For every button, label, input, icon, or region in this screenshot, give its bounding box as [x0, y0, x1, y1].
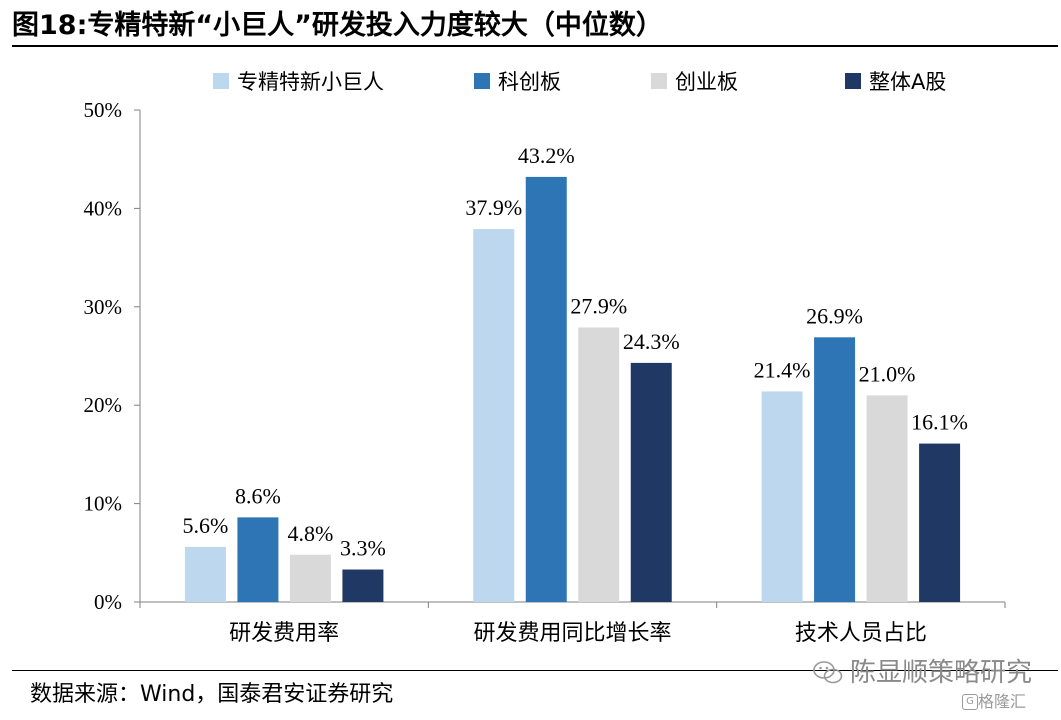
bar[interactable]	[473, 229, 515, 602]
brand-logo-icon: G	[962, 694, 978, 710]
x-category-label: 研发费用同比增长率	[473, 621, 671, 646]
y-tick-label: 50%	[84, 98, 123, 122]
legend-label[interactable]: 整体A股	[869, 70, 946, 94]
legend-swatch[interactable]	[474, 73, 490, 89]
bar[interactable]	[814, 337, 856, 602]
data-label: 37.9%	[465, 195, 522, 220]
bar[interactable]	[237, 517, 279, 602]
y-tick-label: 20%	[84, 393, 123, 417]
bar[interactable]	[525, 176, 567, 603]
data-label: 16.1%	[911, 410, 968, 435]
data-label: 21.0%	[859, 361, 916, 386]
data-label: 27.9%	[570, 293, 627, 318]
data-label: 26.9%	[806, 303, 863, 328]
bar[interactable]	[866, 395, 908, 602]
wechat-icon	[813, 661, 843, 684]
legend-label[interactable]: 科创板	[498, 70, 561, 94]
bar[interactable]	[184, 546, 226, 602]
data-label: 43.2%	[518, 143, 575, 168]
data-label: 3.3%	[340, 536, 386, 561]
x-category-label: 技术人员占比	[795, 621, 927, 646]
bar[interactable]	[578, 327, 620, 602]
bar[interactable]	[761, 391, 803, 602]
watermark: 陈显顺策略研究 G 格隆汇	[812, 655, 1052, 719]
figure-title: 图18:专精特新“小巨人”研发投入力度较大（中位数）	[12, 10, 663, 41]
legend-swatch[interactable]	[651, 73, 667, 89]
y-tick-label: 0%	[94, 590, 122, 614]
data-label: 5.6%	[183, 513, 229, 538]
data-label: 8.6%	[235, 483, 281, 508]
y-tick-label: 30%	[84, 295, 123, 319]
data-label: 4.8%	[288, 521, 334, 546]
legend-label[interactable]: 专精特新小巨人	[237, 70, 384, 94]
title-rule	[12, 45, 1058, 47]
data-label: 21.4%	[754, 357, 811, 382]
bar[interactable]	[342, 569, 384, 602]
bar[interactable]	[919, 443, 961, 602]
data-label: 24.3%	[623, 329, 680, 354]
source-note: 数据来源：Wind，国泰君安证券研究	[30, 682, 394, 707]
bar[interactable]	[630, 362, 672, 602]
legend-swatch[interactable]	[845, 73, 861, 89]
legend-label[interactable]: 创业板	[675, 70, 738, 94]
x-category-label: 研发费用率	[229, 621, 339, 646]
bar[interactable]	[289, 554, 331, 602]
footer-rule	[12, 670, 1058, 671]
y-tick-label: 10%	[84, 492, 123, 516]
y-tick-label: 40%	[84, 196, 123, 220]
legend-swatch[interactable]	[213, 73, 229, 89]
watermark-brand: 格隆汇	[978, 692, 1027, 711]
watermark-account: 陈显顺策略研究	[850, 658, 1033, 688]
